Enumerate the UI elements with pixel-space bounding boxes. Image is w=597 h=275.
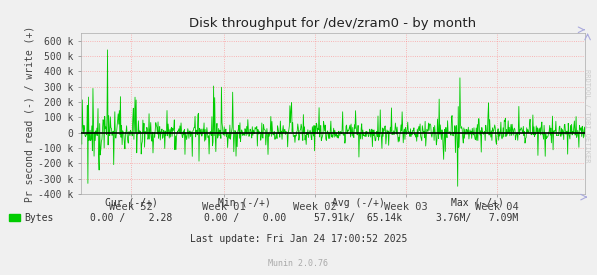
- Y-axis label: Pr second read (-) / write (+): Pr second read (-) / write (+): [25, 25, 35, 202]
- Text: Munin 2.0.76: Munin 2.0.76: [269, 260, 328, 268]
- Text: 3.76M/   7.09M: 3.76M/ 7.09M: [436, 213, 519, 223]
- Text: Last update: Fri Jan 24 17:00:52 2025: Last update: Fri Jan 24 17:00:52 2025: [190, 234, 407, 244]
- Text: Cur (-/+): Cur (-/+): [105, 198, 158, 208]
- Text: Min (-/+): Min (-/+): [219, 198, 271, 208]
- Text: RRDTOOL / TOBI OETIKER: RRDTOOL / TOBI OETIKER: [584, 69, 590, 162]
- Text: Bytes: Bytes: [24, 213, 53, 223]
- Text: Max (-/+): Max (-/+): [451, 198, 504, 208]
- Text: 57.91k/  65.14k: 57.91k/ 65.14k: [314, 213, 402, 223]
- Text: Avg (-/+): Avg (-/+): [332, 198, 384, 208]
- Title: Disk throughput for /dev/zram0 - by month: Disk throughput for /dev/zram0 - by mont…: [189, 17, 476, 31]
- Text: 0.00 /    2.28: 0.00 / 2.28: [90, 213, 173, 223]
- Text: 0.00 /    0.00: 0.00 / 0.00: [204, 213, 286, 223]
